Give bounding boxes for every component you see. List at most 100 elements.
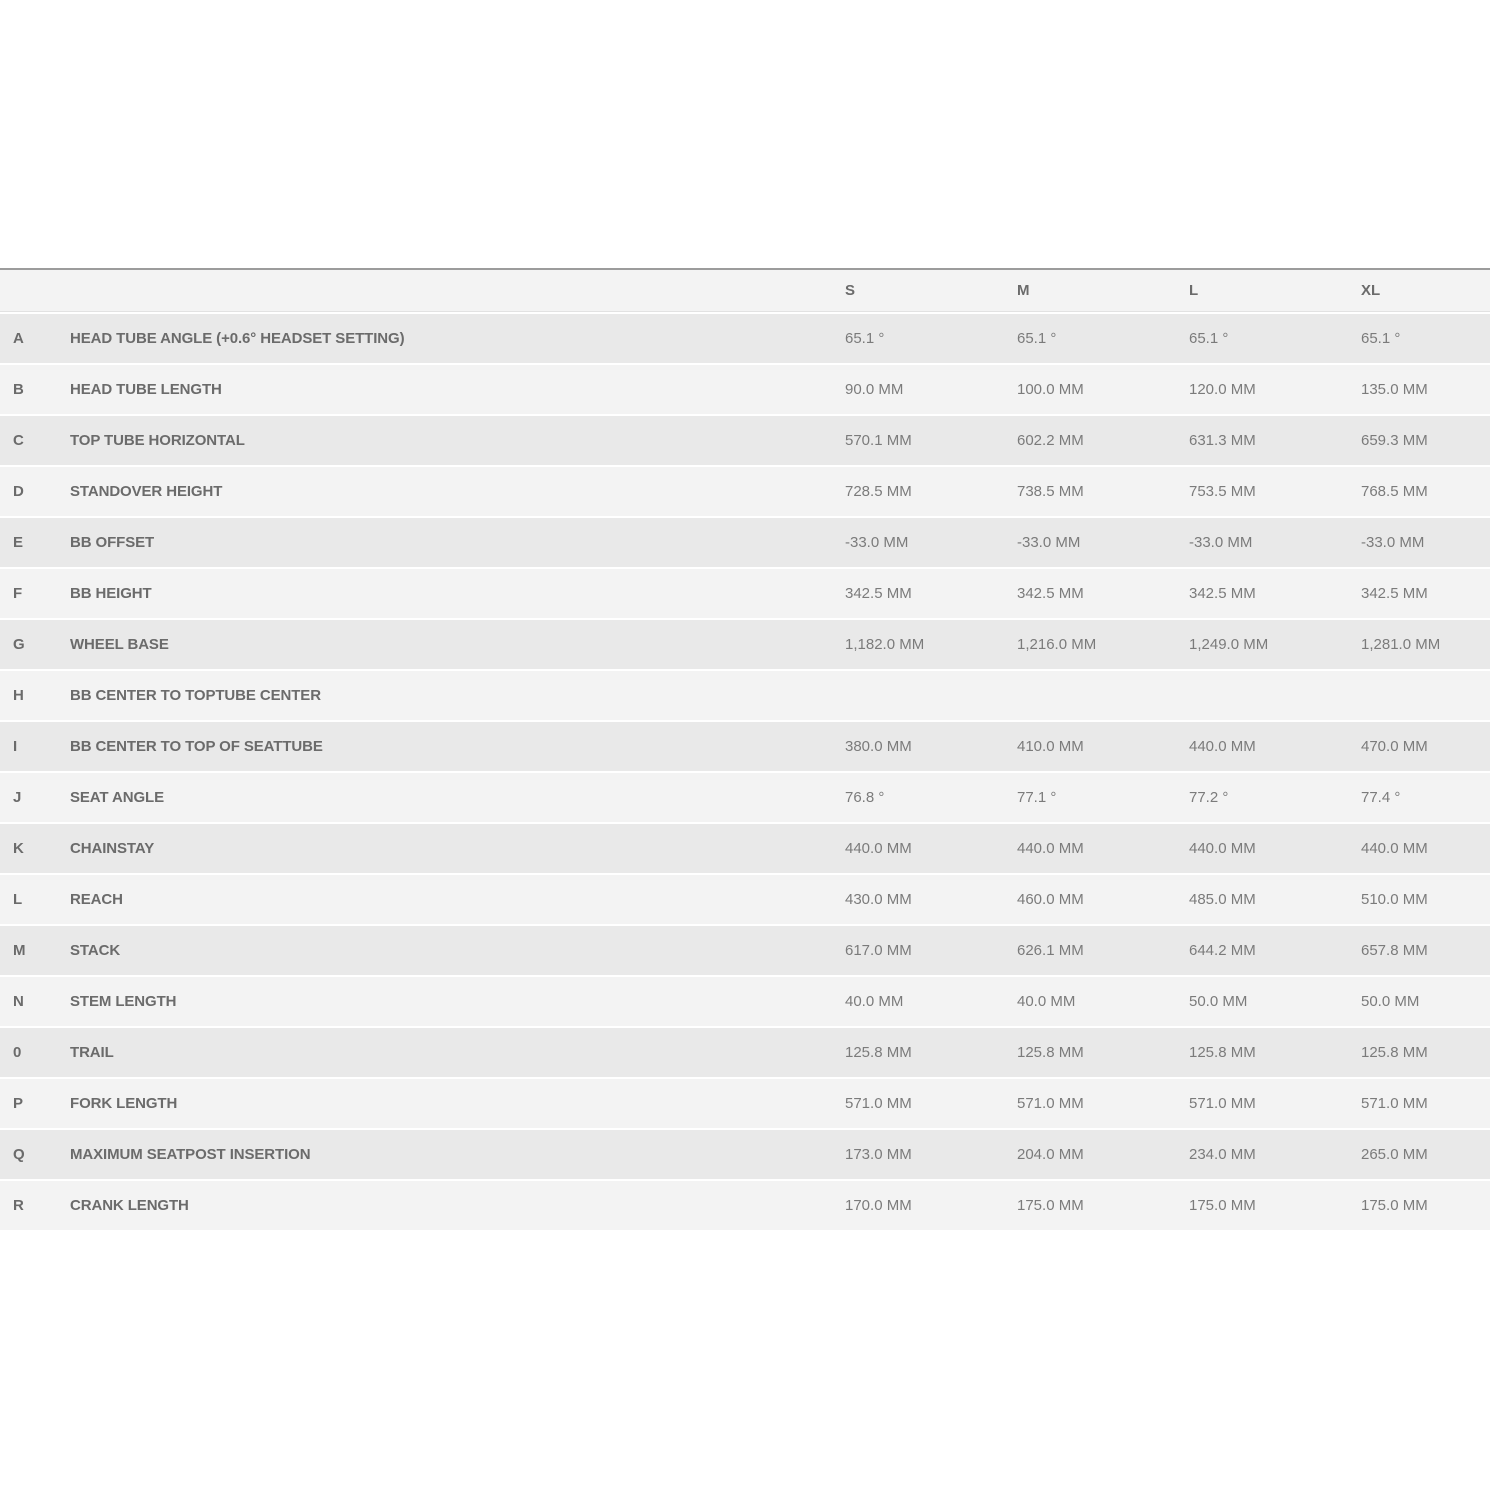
cell-value-m: 410.0 MM [1017,738,1084,755]
table-row: G WHEEL BASE 1,182.0 MM 1,216.0 MM 1,249… [0,620,1490,669]
cell-value-l: 440.0 MM [1189,738,1256,755]
cell-value-s: 76.8 ° [845,789,885,806]
table-row: B HEAD TUBE LENGTH 90.0 MM 100.0 MM 120.… [0,365,1490,414]
row-name: HEAD TUBE ANGLE (+0.6° HEADSET SETTING) [70,330,405,347]
cell-value-m: 1,216.0 MM [1017,636,1097,653]
cell-value-l: 77.2 ° [1189,789,1229,806]
cell-value-l: 125.8 MM [1189,1044,1256,1061]
cell-value-xl: 50.0 MM [1361,993,1420,1010]
cell-value-m: 460.0 MM [1017,891,1084,908]
cell-value-xl: 77.4 ° [1361,789,1401,806]
cell-value-l: 234.0 MM [1189,1146,1256,1163]
geometry-table: S M L XL A HEAD TUBE ANGLE (+0.6° HEADSE… [0,268,1490,1232]
row-name: SEAT ANGLE [70,789,165,806]
cell-value-xl: 65.1 ° [1361,330,1401,347]
cell-value-l: 120.0 MM [1189,381,1256,398]
cell-value-xl: 125.8 MM [1361,1044,1428,1061]
cell-value-xl: 265.0 MM [1361,1146,1428,1163]
cell-value-s: 430.0 MM [845,891,912,908]
row-name: FORK LENGTH [70,1095,178,1112]
column-header-xl: XL [1361,282,1381,299]
row-letter: I [13,738,18,755]
row-letter: G [13,636,25,653]
table-row: N STEM LENGTH 40.0 MM 40.0 MM 50.0 MM 50… [0,977,1490,1026]
row-name: TOP TUBE HORIZONTAL [70,432,245,449]
cell-value-xl: -33.0 MM [1361,534,1425,551]
cell-value-s: 173.0 MM [845,1146,912,1163]
row-letter: N [13,993,24,1010]
row-name: HEAD TUBE LENGTH [70,381,222,398]
cell-value-l: 571.0 MM [1189,1095,1256,1112]
cell-value-m: 40.0 MM [1017,993,1076,1010]
cell-value-m: 204.0 MM [1017,1146,1084,1163]
cell-value-m: 602.2 MM [1017,432,1084,449]
table-row: I BB CENTER TO TOP OF SEATTUBE 380.0 MM … [0,722,1490,771]
row-name: STANDOVER HEIGHT [70,483,223,500]
cell-value-l: 342.5 MM [1189,585,1256,602]
row-letter: F [13,585,23,602]
cell-value-l: -33.0 MM [1189,534,1253,551]
cell-value-m: 100.0 MM [1017,381,1084,398]
cell-value-m: -33.0 MM [1017,534,1081,551]
table-row: R CRANK LENGTH 170.0 MM 175.0 MM 175.0 M… [0,1181,1490,1230]
row-letter: M [13,942,26,959]
table-body: A HEAD TUBE ANGLE (+0.6° HEADSET SETTING… [0,314,1490,1230]
cell-value-s: 40.0 MM [845,993,904,1010]
row-letter: B [13,381,24,398]
cell-value-l: 65.1 ° [1189,330,1229,347]
cell-value-l: 644.2 MM [1189,942,1256,959]
column-header-m: M [1017,282,1030,299]
row-name: STACK [70,942,121,959]
cell-value-xl: 510.0 MM [1361,891,1428,908]
cell-value-xl: 659.3 MM [1361,432,1428,449]
cell-value-l: 631.3 MM [1189,432,1256,449]
cell-value-l: 1,249.0 MM [1189,636,1269,653]
cell-value-l: 485.0 MM [1189,891,1256,908]
cell-value-xl: 135.0 MM [1361,381,1428,398]
cell-value-m: 175.0 MM [1017,1197,1084,1214]
row-letter: D [13,483,24,500]
table-row: 0 TRAIL 125.8 MM 125.8 MM 125.8 MM 125.8… [0,1028,1490,1077]
row-name: CHAINSTAY [70,840,155,857]
table-row: A HEAD TUBE ANGLE (+0.6° HEADSET SETTING… [0,314,1490,363]
cell-value-s: 571.0 MM [845,1095,912,1112]
cell-value-s: 125.8 MM [845,1044,912,1061]
row-name: TRAIL [70,1044,114,1061]
cell-value-s: 65.1 ° [845,330,885,347]
row-name: BB HEIGHT [70,585,152,602]
row-name: MAXIMUM SEATPOST INSERTION [70,1146,311,1163]
table-row: F BB HEIGHT 342.5 MM 342.5 MM 342.5 MM 3… [0,569,1490,618]
row-name: BB CENTER TO TOP OF SEATTUBE [70,738,323,755]
column-header-s: S [845,282,856,299]
cell-value-m: 125.8 MM [1017,1044,1084,1061]
cell-value-xl: 440.0 MM [1361,840,1428,857]
row-name: CRANK LENGTH [70,1197,189,1214]
cell-value-s: 617.0 MM [845,942,912,959]
table-row: L REACH 430.0 MM 460.0 MM 485.0 MM 510.0… [0,875,1490,924]
cell-value-m: 342.5 MM [1017,585,1084,602]
row-letter: A [13,330,24,347]
cell-value-l: 440.0 MM [1189,840,1256,857]
row-name: WHEEL BASE [70,636,169,653]
column-header-l: L [1189,282,1199,299]
row-name: REACH [70,891,123,908]
cell-value-xl: 1,281.0 MM [1361,636,1441,653]
cell-value-s: 380.0 MM [845,738,912,755]
cell-value-s: 90.0 MM [845,381,904,398]
table-row: H BB CENTER TO TOPTUBE CENTER [0,671,1490,720]
table-row: C TOP TUBE HORIZONTAL 570.1 MM 602.2 MM … [0,416,1490,465]
table-header-row: S M L XL [0,268,1490,312]
table-row: K CHAINSTAY 440.0 MM 440.0 MM 440.0 MM 4… [0,824,1490,873]
cell-value-l: 175.0 MM [1189,1197,1256,1214]
cell-value-s: 728.5 MM [845,483,912,500]
cell-value-m: 626.1 MM [1017,942,1084,959]
cell-value-s: 342.5 MM [845,585,912,602]
cell-value-m: 738.5 MM [1017,483,1084,500]
cell-value-s: 1,182.0 MM [845,636,925,653]
row-name: BB CENTER TO TOPTUBE CENTER [70,687,321,704]
cell-value-l: 50.0 MM [1189,993,1248,1010]
cell-value-m: 65.1 ° [1017,330,1057,347]
table-row: J SEAT ANGLE 76.8 ° 77.1 ° 77.2 ° 77.4 ° [0,773,1490,822]
cell-value-xl: 342.5 MM [1361,585,1428,602]
table-row: D STANDOVER HEIGHT 728.5 MM 738.5 MM 753… [0,467,1490,516]
